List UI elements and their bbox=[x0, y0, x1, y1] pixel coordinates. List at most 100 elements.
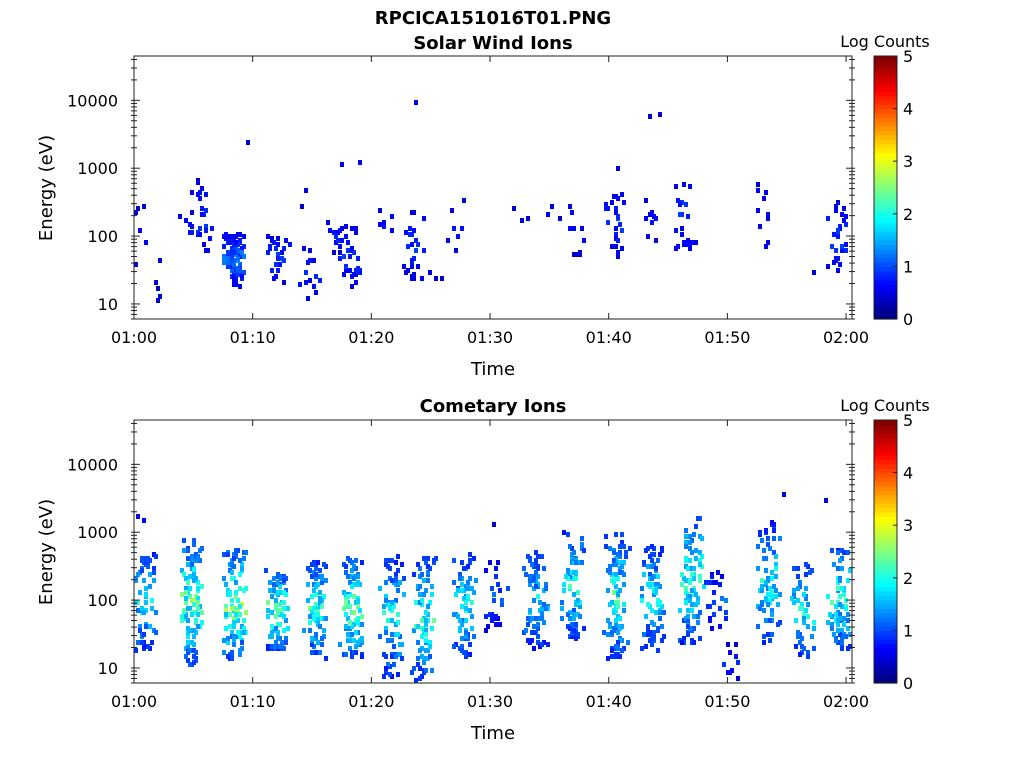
heatmap-cell bbox=[416, 624, 420, 629]
heatmap-cell bbox=[354, 280, 358, 285]
heatmap-cell bbox=[520, 218, 524, 223]
heatmap-cell bbox=[536, 640, 540, 645]
heatmap-cell bbox=[356, 256, 360, 261]
heatmap-cell bbox=[770, 590, 774, 595]
heatmap-cell bbox=[654, 610, 658, 615]
heatmap-cell bbox=[350, 226, 354, 231]
heatmap-cell bbox=[836, 586, 840, 591]
heatmap-cell bbox=[650, 552, 654, 557]
heatmap-cell bbox=[332, 230, 336, 235]
heatmap-cell bbox=[646, 582, 650, 587]
heatmap-cell bbox=[660, 638, 664, 643]
colorbar-segment bbox=[874, 433, 897, 439]
heatmap-cell bbox=[696, 620, 700, 625]
heatmap-cell bbox=[760, 588, 764, 593]
heatmap-cell bbox=[498, 588, 502, 593]
heatmap-cell bbox=[340, 226, 344, 231]
heatmap-cell bbox=[456, 234, 460, 239]
heatmap-cell bbox=[240, 646, 244, 651]
heatmap-cell bbox=[360, 654, 364, 659]
heatmap-cell bbox=[464, 600, 468, 605]
heatmap-cell bbox=[540, 554, 544, 559]
heatmap-cell bbox=[316, 560, 320, 565]
heatmap-cell bbox=[498, 622, 502, 627]
heatmap-cell bbox=[622, 608, 626, 613]
heatmap-cell bbox=[398, 580, 402, 585]
heatmap-cell bbox=[768, 598, 772, 603]
heatmap-cell bbox=[400, 562, 404, 567]
heatmap-cell bbox=[310, 636, 314, 641]
heatmap-cell bbox=[842, 592, 846, 597]
heatmap-cell bbox=[360, 614, 364, 619]
heatmap-cell bbox=[378, 208, 382, 213]
heatmap-cell bbox=[762, 548, 766, 553]
heatmap-cell bbox=[412, 210, 416, 215]
heatmap-cell bbox=[184, 600, 188, 605]
heatmap-cell bbox=[580, 560, 584, 565]
y-tick-label: 10 bbox=[98, 659, 118, 678]
heatmap-cell bbox=[824, 498, 828, 503]
heatmap-cell bbox=[658, 584, 662, 589]
colorbar-segment bbox=[874, 472, 897, 478]
heatmap-cell bbox=[526, 622, 530, 627]
heatmap-cell bbox=[226, 552, 230, 557]
heatmap-cell bbox=[412, 272, 416, 277]
colorbar-segment bbox=[874, 288, 897, 294]
heatmap-cell bbox=[242, 254, 246, 259]
heatmap-cell bbox=[284, 592, 288, 597]
heatmap-cell bbox=[724, 598, 728, 603]
heatmap-cell bbox=[614, 644, 618, 649]
heatmap-cell bbox=[386, 602, 390, 607]
heatmap-cell bbox=[844, 222, 848, 227]
heatmap-cell bbox=[314, 602, 318, 607]
heatmap-cell bbox=[530, 562, 534, 567]
colorbar-segment bbox=[874, 669, 897, 675]
heatmap-cell bbox=[186, 580, 190, 585]
heatmap-cell bbox=[568, 626, 572, 631]
heatmap-cell bbox=[460, 560, 464, 565]
heatmap-cell bbox=[458, 628, 462, 633]
heatmap-cell bbox=[430, 668, 434, 673]
heatmap-cell bbox=[134, 600, 138, 605]
heatmap-cell bbox=[684, 540, 688, 545]
heatmap-cell bbox=[766, 576, 770, 581]
colorbar-segment bbox=[874, 279, 897, 285]
heatmap-cell bbox=[698, 574, 702, 579]
colorbar-tick-label: 4 bbox=[903, 100, 913, 119]
heatmap-cell bbox=[158, 294, 162, 299]
heatmap-cell bbox=[536, 594, 540, 599]
heatmap-cell bbox=[616, 576, 620, 581]
heatmap-cell bbox=[608, 546, 612, 551]
heatmap-cell bbox=[656, 558, 660, 563]
x-tick-label: 01:30 bbox=[467, 692, 513, 711]
heatmap-cell bbox=[238, 604, 242, 609]
heatmap-cell bbox=[642, 560, 646, 565]
heatmap-cell bbox=[694, 548, 698, 553]
heatmap-cell bbox=[736, 676, 740, 681]
heatmap-cell bbox=[840, 244, 844, 249]
heatmap-cell bbox=[560, 616, 564, 621]
x-tick-label: 01:00 bbox=[111, 692, 157, 711]
colorbar-segment bbox=[874, 455, 897, 461]
heatmap-cell bbox=[574, 636, 578, 641]
heatmap-cell bbox=[194, 620, 198, 625]
heatmap-cell bbox=[312, 588, 316, 593]
heatmap-cell bbox=[712, 590, 716, 595]
heatmap-cell bbox=[620, 228, 624, 233]
colorbar-segment bbox=[874, 174, 897, 180]
heatmap-cell bbox=[242, 630, 246, 635]
heatmap-cell bbox=[652, 622, 656, 627]
heatmap-cell bbox=[718, 624, 722, 629]
heatmap-cell bbox=[278, 576, 282, 581]
heatmap-cell bbox=[650, 642, 654, 647]
heatmap-cell bbox=[136, 206, 140, 211]
heatmap-cell bbox=[686, 214, 690, 219]
heatmap-cell bbox=[782, 492, 786, 497]
heatmap-cell bbox=[390, 638, 394, 643]
heatmap-cell bbox=[806, 614, 810, 619]
heatmap-cell bbox=[614, 210, 618, 215]
heatmap-cell bbox=[270, 634, 274, 639]
heatmap-cell bbox=[306, 260, 310, 265]
colorbar-segment bbox=[874, 507, 897, 513]
heatmap-cell bbox=[314, 566, 318, 571]
